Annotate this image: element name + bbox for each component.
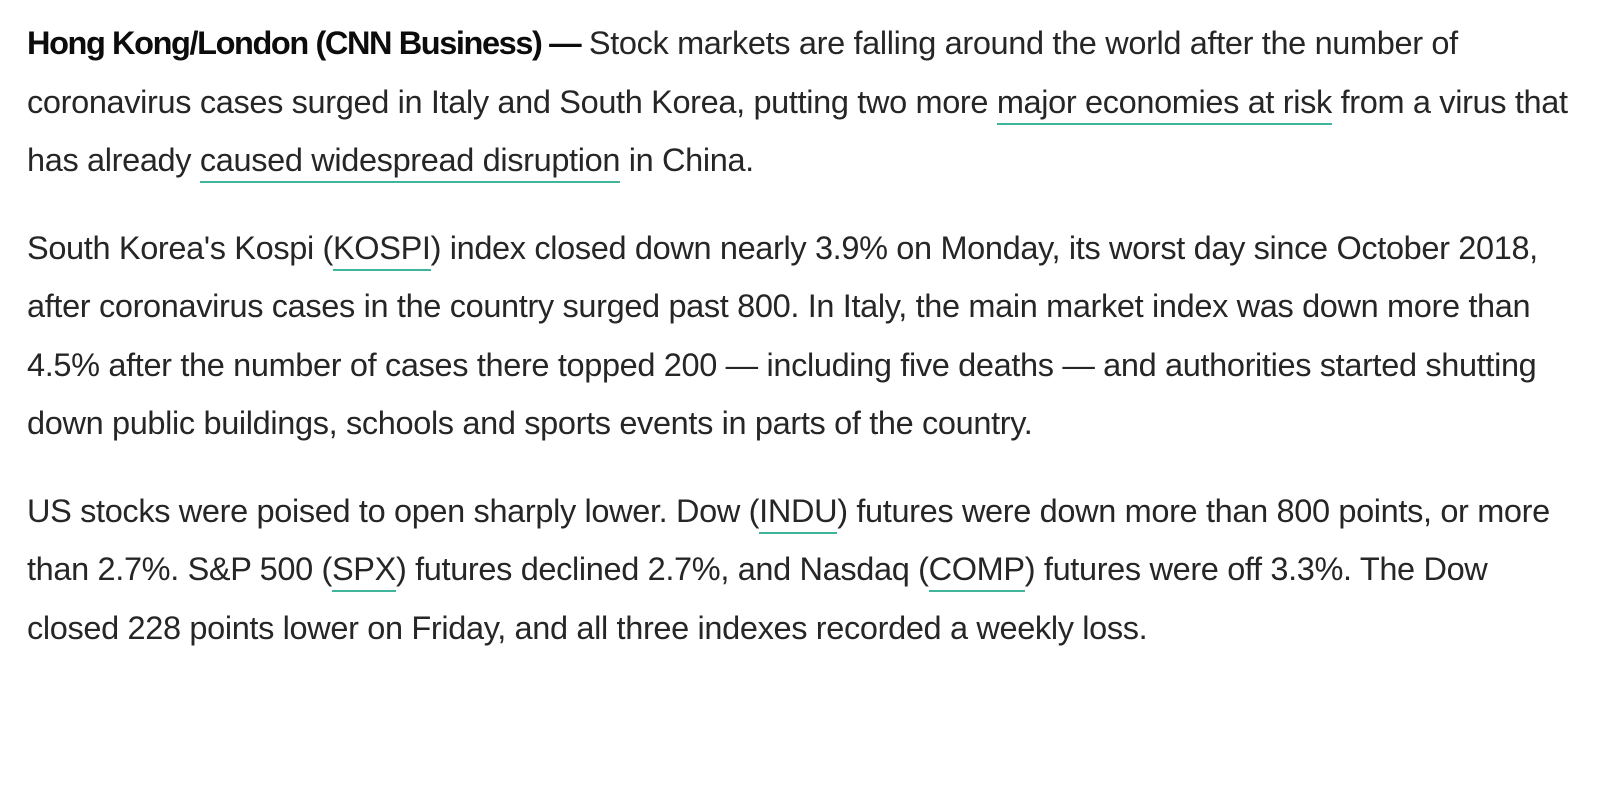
paragraph-1: Hong Kong/London (CNN Business) — Stock … (27, 14, 1582, 190)
link-kospi[interactable]: KOSPI (332, 229, 431, 271)
link-spx[interactable]: SPX (331, 551, 396, 592)
dateline: Hong Kong/London (CNN Business) — (27, 25, 582, 61)
link-major-economies-at-risk[interactable]: major economies at risk (996, 83, 1332, 125)
article-body: Hong Kong/London (CNN Business) — Stock … (27, 14, 1582, 686)
paragraph-3-text-2: ) futures were down more than 800 points… (27, 492, 1550, 588)
paragraph-1-text-1: Stock markets are falling around the wor… (27, 25, 1458, 120)
link-caused-widespread-disruption[interactable]: caused widespread disruption (199, 142, 620, 183)
paragraph-3: US stocks were poised to open sharply lo… (27, 482, 1582, 658)
link-comp[interactable]: COMP (928, 551, 1025, 592)
paragraph-1-text-2: from a virus that has already (27, 83, 1568, 179)
paragraph-3-text-4: ) futures were off 3.3%. The Dow closed … (27, 551, 1488, 646)
paragraph-1-text-3: in China. (620, 142, 754, 178)
paragraph-2: South Korea's Kospi (KOSPI) index closed… (27, 219, 1582, 453)
link-indu[interactable]: INDU (759, 492, 838, 534)
paragraph-2-text-2: ) index closed down nearly 3.9% on Monda… (27, 229, 1538, 442)
paragraph-2-text-1: South Korea's Kospi ( (27, 229, 333, 266)
paragraph-3-text-1: US stocks were poised to open sharply lo… (27, 492, 760, 529)
paragraph-3-text-3: ) futures declined 2.7%, and Nasdaq ( (395, 551, 929, 587)
